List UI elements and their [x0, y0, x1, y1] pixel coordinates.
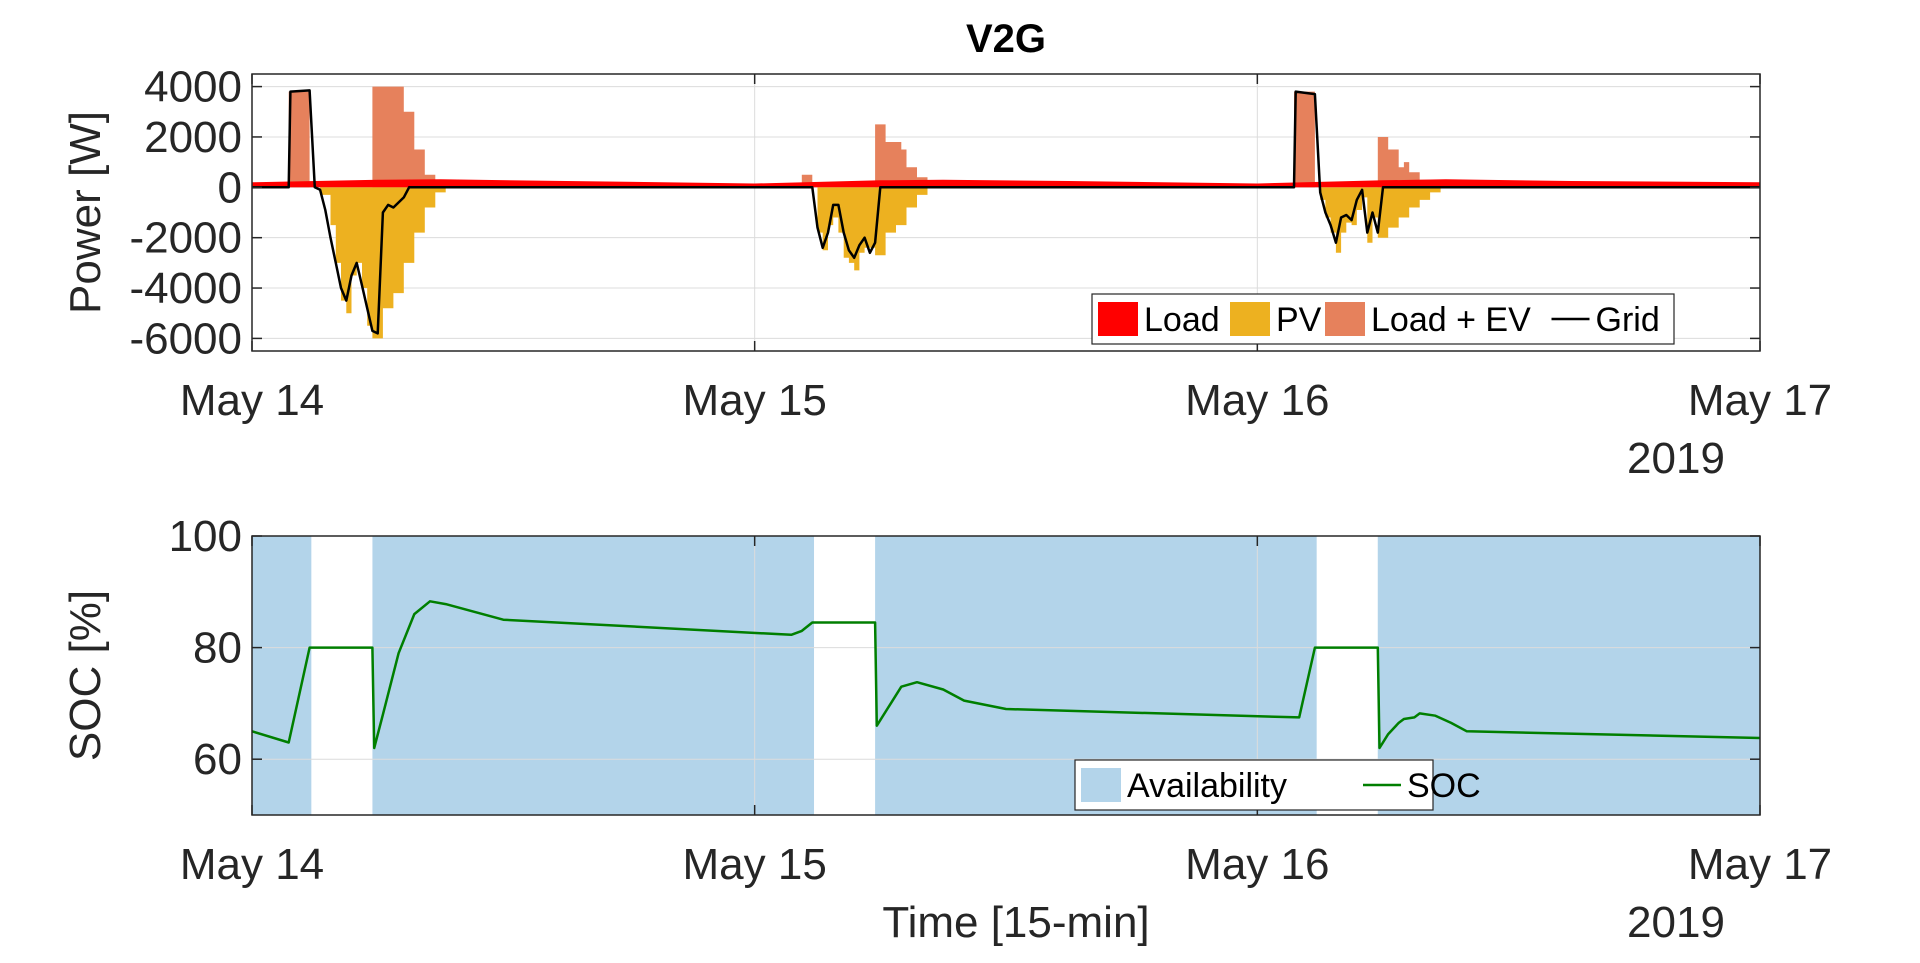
p1-ytick-label: 0	[218, 163, 242, 212]
p2-legend-swatch-availability	[1081, 768, 1121, 802]
p1-ytick-label: -4000	[129, 264, 242, 313]
p2-xlabel: Time [15-min]	[882, 898, 1149, 947]
p1-legend-swatch-load-ev	[1325, 302, 1365, 336]
p1-series-pv-area	[252, 187, 1760, 339]
p2-axes-box	[251, 535, 1761, 816]
p2-ytick-label: 100	[169, 512, 242, 561]
p1-ytick-label: 4000	[144, 63, 242, 112]
p1-xtick-label: May 16	[1185, 376, 1329, 425]
p1-legend-swatch-load	[1098, 302, 1138, 336]
p2-availability-band	[372, 536, 815, 815]
p2-xtick-label: May 15	[683, 840, 827, 889]
p2-ytick-label: 60	[193, 735, 242, 784]
p1-series-grid-line	[252, 89, 1760, 335]
p2-legend-label-availability: Availability	[1127, 767, 1287, 805]
p1-title: V2G	[966, 17, 1046, 61]
p1-series-load-area	[252, 179, 1760, 188]
p1-series-load-ev-area	[252, 86, 1760, 188]
p1-ytick-label: -2000	[129, 214, 242, 263]
p2-xtick-label: May 14	[180, 840, 324, 889]
p2-series-soc-line	[251, 600, 1761, 750]
p1-xtick-label: May 17	[1688, 376, 1832, 425]
p2-availability-band	[252, 536, 312, 815]
p1-legend-label-load-ev: Load + EV	[1371, 301, 1531, 339]
p2-ytick-label: 80	[193, 624, 242, 673]
p2-year-label: 2019	[1627, 898, 1725, 947]
p2-ylabel: SOC [%]	[61, 590, 110, 761]
p1-ytick-label: 2000	[144, 113, 242, 162]
p1-xtick-label: May 14	[180, 376, 324, 425]
p2-xtick-label: May 17	[1688, 840, 1832, 889]
p1-ytick-label: -6000	[129, 314, 242, 363]
p2-availability-band	[1377, 536, 1760, 815]
p1-legend-label-grid: Grid	[1596, 301, 1660, 339]
p2-xtick-label: May 16	[1185, 840, 1329, 889]
p1-axes-box	[251, 73, 1761, 352]
p1-year-label: 2019	[1627, 434, 1725, 483]
p1-legend-label-load: Load	[1144, 301, 1220, 339]
p1-legend-label-pv: PV	[1276, 301, 1322, 339]
p1-ylabel: Power [W]	[61, 111, 110, 314]
p2-legend-label-soc: SOC	[1407, 767, 1481, 805]
p1-legend-swatch-pv	[1230, 302, 1270, 336]
p1-xtick-label: May 15	[683, 376, 827, 425]
